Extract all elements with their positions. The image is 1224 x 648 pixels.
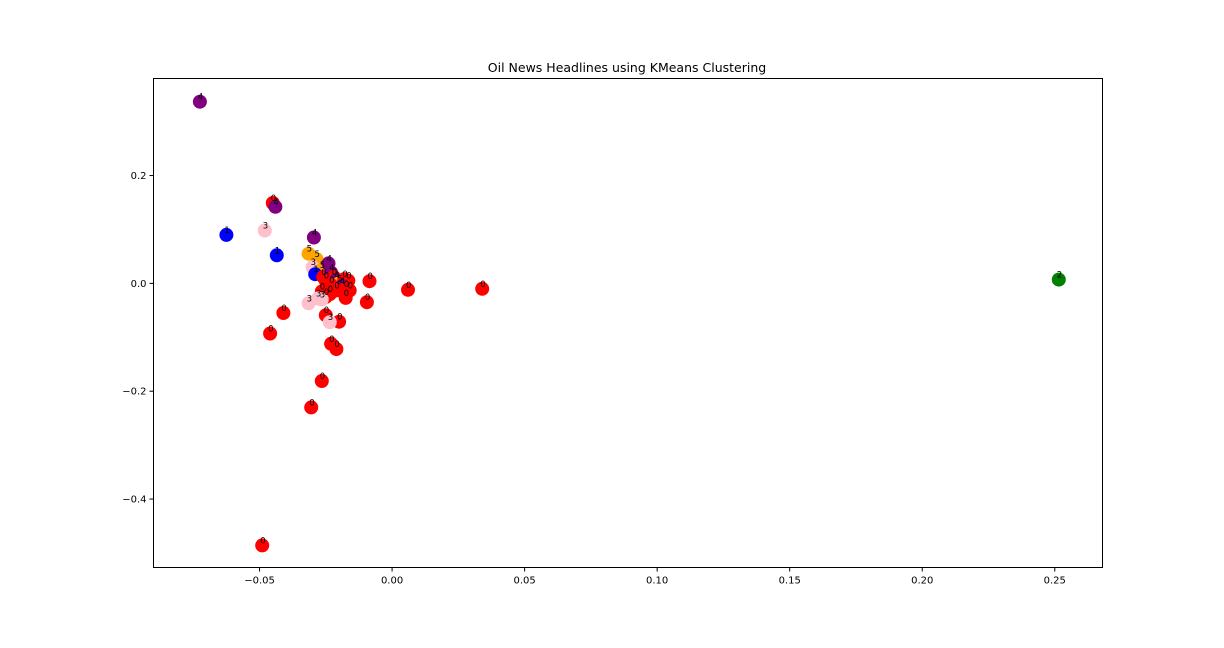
data-points	[192, 94, 1066, 553]
data-point	[359, 295, 374, 310]
point-cluster-label: 0	[328, 285, 333, 295]
point-cluster-label: 5	[315, 250, 320, 260]
point-cluster-label: 0	[324, 306, 329, 316]
point-cluster-label: 0	[334, 281, 339, 291]
point-cluster-label: 0	[320, 283, 325, 293]
point-cluster-label: 0	[348, 281, 353, 291]
data-point	[269, 248, 284, 263]
data-point	[304, 400, 319, 415]
data-point	[268, 199, 283, 214]
point-cluster-label: 5	[337, 274, 342, 284]
point-cluster-label: 1	[224, 226, 229, 236]
point-cluster-label: 0	[344, 289, 349, 299]
point-cluster-label: 5	[307, 245, 312, 255]
point-cluster-label: 0	[329, 335, 334, 345]
point-cluster-label: 0	[324, 272, 329, 282]
point-cluster-label: 0	[321, 268, 326, 278]
point-cluster-label: 4	[312, 229, 317, 239]
data-point	[475, 281, 490, 296]
point-cluster-label: 3	[316, 290, 321, 300]
point-cluster-label: 0	[324, 288, 329, 298]
point-cluster-label: 0	[337, 313, 342, 323]
point-cluster-label: 3	[328, 313, 333, 323]
data-point	[314, 374, 329, 388]
point-cluster-label: 0	[320, 372, 325, 382]
chart-title: Oil News Headlines using KMeans Clusteri…	[488, 60, 766, 75]
data-point	[1051, 272, 1066, 287]
point-cluster-label: 5	[320, 261, 325, 271]
point-cluster-label: 0	[346, 272, 351, 282]
x-tick-label: −0.05	[244, 576, 275, 587]
point-cluster-label: 0	[334, 340, 339, 350]
data-point	[322, 315, 337, 330]
point-cluster-label: 0	[368, 272, 373, 282]
y-tick-label: −0.2	[122, 387, 146, 398]
point-cluster-label: 3	[263, 222, 268, 232]
point-cluster-label: 0	[406, 281, 411, 291]
point-cluster-label: 3	[311, 258, 316, 268]
plot-frame	[153, 78, 1103, 568]
point-cluster-label: 4	[340, 277, 345, 287]
data-point	[263, 326, 278, 341]
x-tick-label: 0.10	[646, 576, 668, 587]
x-tick-label: 0.15	[779, 576, 801, 587]
x-tick-label: 0.20	[911, 576, 933, 587]
data-point	[338, 290, 353, 305]
point-cluster-label: 0	[329, 276, 334, 286]
data-point	[257, 223, 272, 238]
point-cluster-label: 0	[344, 280, 349, 290]
point-cluster-label: 2	[1057, 271, 1062, 281]
point-cluster-label: 0	[480, 280, 485, 290]
point-cluster-label: 1	[275, 246, 280, 256]
data-point	[255, 538, 270, 553]
data-point	[401, 282, 415, 297]
data-point	[301, 296, 316, 311]
point-cluster-label: 4	[273, 198, 278, 208]
point-cluster-label: 0	[281, 304, 286, 314]
data-point	[362, 274, 377, 289]
data-point	[276, 306, 291, 320]
y-tick-label: 0.0	[131, 279, 147, 290]
data-point	[219, 227, 234, 242]
point-cluster-label: 0	[342, 270, 347, 280]
point-cluster-label: 0	[268, 325, 273, 335]
point-cluster-label: 0	[309, 398, 314, 408]
data-point	[306, 230, 321, 245]
y-axis: 0.2 0.0 −0.2 −0.4	[122, 171, 154, 506]
y-tick-label: 0.2	[131, 171, 147, 182]
point-cluster-label: 4	[329, 264, 334, 274]
point-cluster-label: 0	[271, 194, 276, 204]
data-point	[314, 292, 329, 307]
data-point	[192, 94, 207, 109]
x-tick-label: 0.05	[513, 576, 535, 587]
point-cluster-label: 0	[260, 536, 265, 546]
data-point	[329, 342, 344, 357]
y-tick-label: −0.4	[122, 495, 146, 506]
point-cluster-label: 4	[198, 93, 203, 103]
point-cluster-label: 3	[307, 294, 312, 304]
point-cluster-label: 4	[327, 254, 332, 264]
x-axis: −0.05 0.00 0.05 0.10 0.15 0.20 0.25	[244, 567, 1066, 587]
point-cluster-label: 1	[313, 265, 318, 275]
point-cluster-label: 0	[332, 268, 337, 278]
point-cluster-label: 3	[320, 291, 325, 301]
point-cluster-label: 4	[334, 271, 339, 281]
point-cluster-label: 0	[365, 293, 370, 303]
x-tick-label: 0.00	[381, 576, 403, 587]
x-tick-label: 0.25	[1044, 576, 1066, 587]
